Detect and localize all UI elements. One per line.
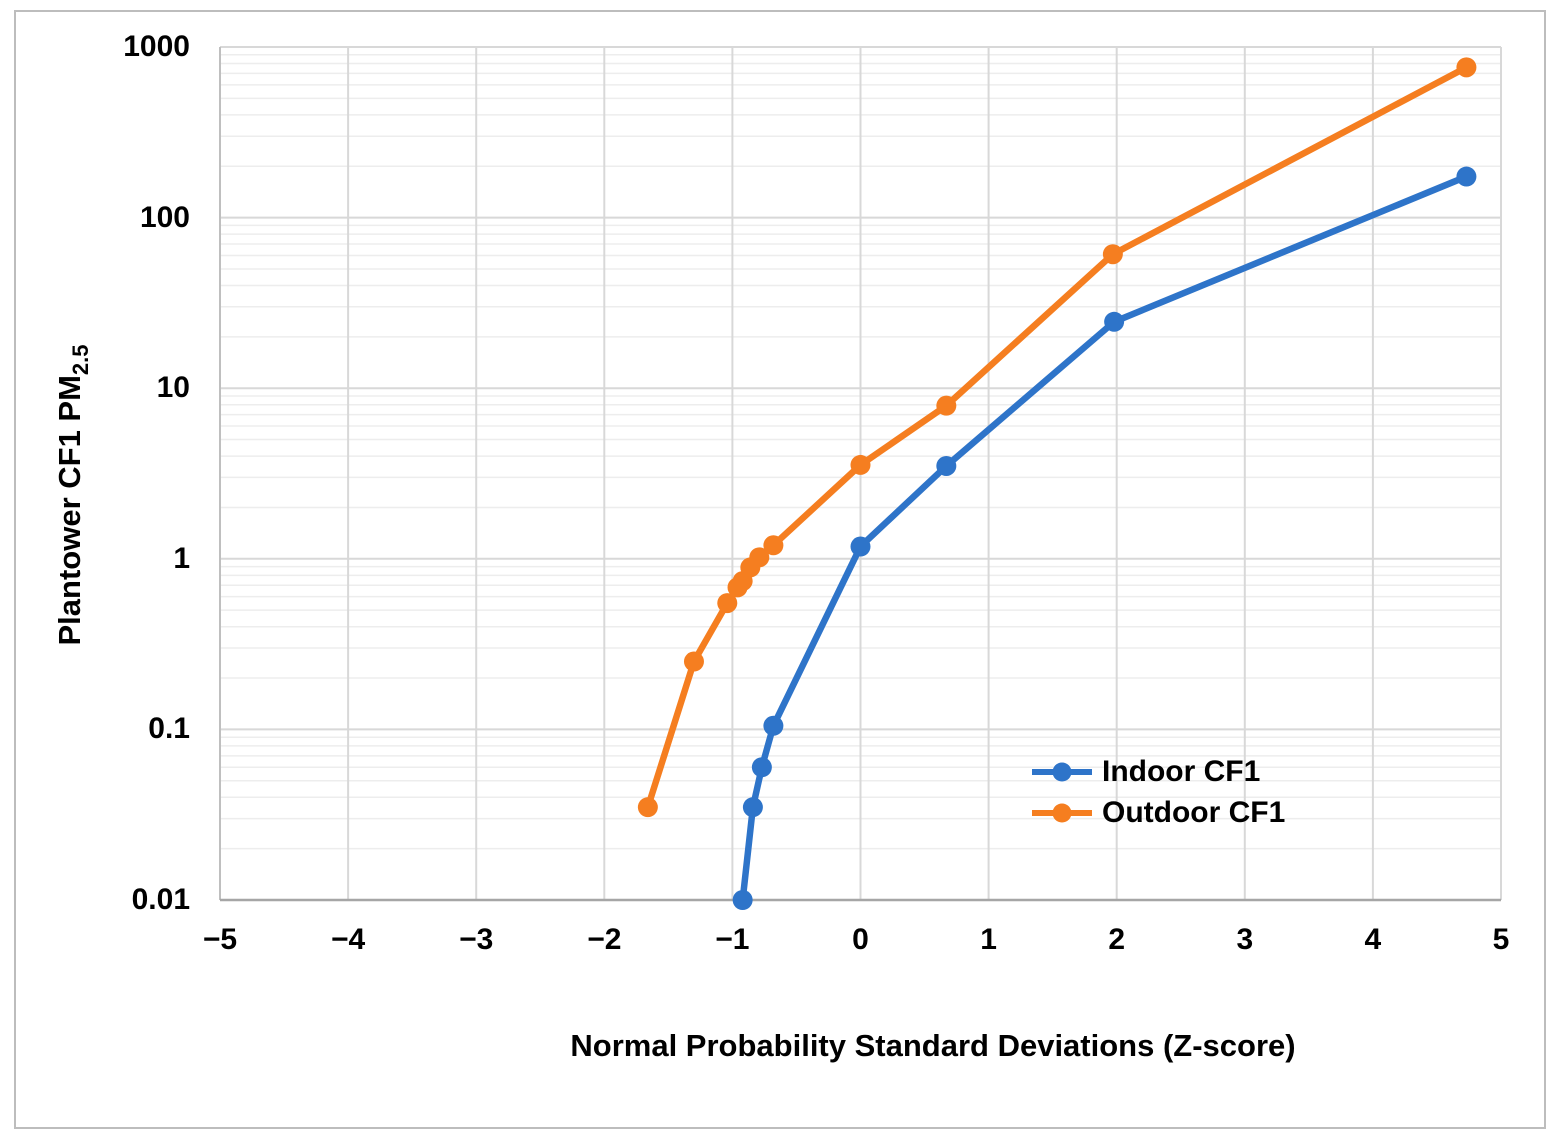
indoor-cf1-marker: [1456, 166, 1477, 187]
indoor-cf1-marker: [936, 455, 957, 476]
x-tick-label: 0: [852, 923, 869, 956]
outdoor-cf1-marker: [1102, 244, 1123, 265]
indoor-cf1-marker: [763, 715, 784, 736]
y-tick-label: 100: [139, 200, 190, 234]
outdoor-cf1-marker: [637, 797, 658, 818]
figure-border: [14, 10, 1546, 1129]
y-axis-title: Plantower CF1 PM2.5: [50, 225, 93, 765]
x-tick-label: 2: [1108, 923, 1126, 956]
x-tick-label: 1: [980, 923, 997, 956]
legend-item-outdoor: Outdoor CF1: [1030, 792, 1285, 833]
x-tick-label: −3: [459, 923, 494, 956]
x-tick-label: −1: [715, 923, 750, 956]
y-axis-title-subscript: 2.5: [68, 344, 93, 376]
indoor-cf1-marker: [1104, 311, 1125, 332]
y-tick-label: 0.1: [148, 712, 190, 746]
x-tick-label: 5: [1492, 923, 1510, 956]
x-tick-label: −5: [202, 923, 238, 956]
outdoor-cf1-marker: [1456, 57, 1477, 78]
x-tick-label: 4: [1364, 923, 1382, 956]
outdoor-cf1-marker: [850, 454, 871, 475]
y-axis-title-text: Plantower CF1 PM: [52, 375, 87, 646]
legend-item-indoor: Indoor CF1: [1030, 751, 1285, 792]
y-tick-label: 10: [156, 371, 190, 405]
outdoor-cf1-marker: [749, 547, 770, 568]
x-axis-title: Normal Probability Standard Deviations (…: [570, 1028, 1296, 1063]
y-tick-label: 1000: [123, 30, 190, 63]
indoor-cf1-marker: [742, 797, 763, 818]
outdoor-legend-swatch-icon: [1032, 803, 1092, 822]
indoor-cf1-marker: [732, 890, 753, 910]
outdoor-cf1-marker: [683, 651, 704, 672]
x-tick-label: −2: [587, 923, 622, 956]
legend: Indoor CF1 Outdoor CF1: [1030, 751, 1285, 833]
y-tick-label: 0.01: [131, 883, 190, 916]
outdoor-cf1-marker: [936, 395, 957, 416]
indoor-cf1-marker: [850, 536, 871, 557]
x-tick-label: 3: [1236, 923, 1254, 956]
legend-label-outdoor: Outdoor CF1: [1102, 795, 1286, 829]
indoor-cf1-marker: [751, 757, 772, 778]
legend-label-indoor: Indoor CF1: [1102, 754, 1261, 788]
x-tick-label: −4: [330, 923, 366, 956]
outdoor-cf1-marker: [763, 535, 784, 556]
outdoor-cf1-line: [644, 64, 1470, 811]
indoor-legend-swatch-icon: [1032, 762, 1092, 781]
y-tick-label: 1: [173, 541, 190, 575]
outdoor-cf1-marker: [717, 593, 738, 614]
